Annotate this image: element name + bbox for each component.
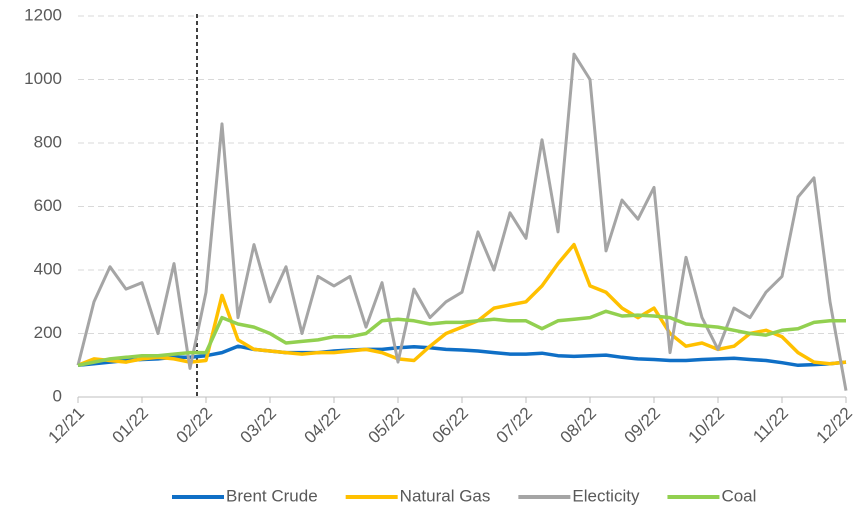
x-tick-label: 03/22 — [236, 404, 280, 448]
x-tick-label: 02/22 — [172, 404, 216, 448]
y-tick-label: 200 — [34, 323, 62, 342]
legend-label: Natural Gas — [400, 486, 491, 505]
series-line — [76, 52, 848, 391]
x-tick-label: 07/22 — [492, 404, 536, 448]
y-tick-label: 1200 — [24, 5, 62, 24]
x-tick-label: 05/22 — [364, 404, 408, 448]
x-tick-label: 12/21 — [44, 404, 88, 448]
x-tick-label: 11/22 — [749, 404, 792, 447]
plot: 0 200 400 600 800 1000 1200 12/21 01/22 02/22 03/2… — [24, 5, 856, 505]
x-tick-label: 04/22 — [300, 404, 344, 448]
x-tick-label: 01/22 — [108, 404, 152, 448]
series-line — [77, 309, 846, 368]
x-tick-label: 09/22 — [620, 404, 664, 448]
x-tick-label: 12/22 — [812, 404, 856, 448]
y-tick-label: 0 — [53, 386, 62, 405]
legend-label: Brent Crude — [226, 486, 318, 505]
y-tick-label: 800 — [34, 132, 62, 151]
x-tick-label: 08/22 — [556, 404, 600, 448]
legend-label: Coal — [721, 486, 756, 505]
y-tick-label: 1000 — [24, 69, 62, 88]
x-tick-label: 10/22 — [684, 404, 728, 448]
y-tick-label: 600 — [34, 196, 62, 215]
y-tick-label: 400 — [34, 259, 62, 278]
x-tick-label: 06/22 — [428, 404, 472, 448]
legend-label: Electicity — [572, 486, 640, 505]
